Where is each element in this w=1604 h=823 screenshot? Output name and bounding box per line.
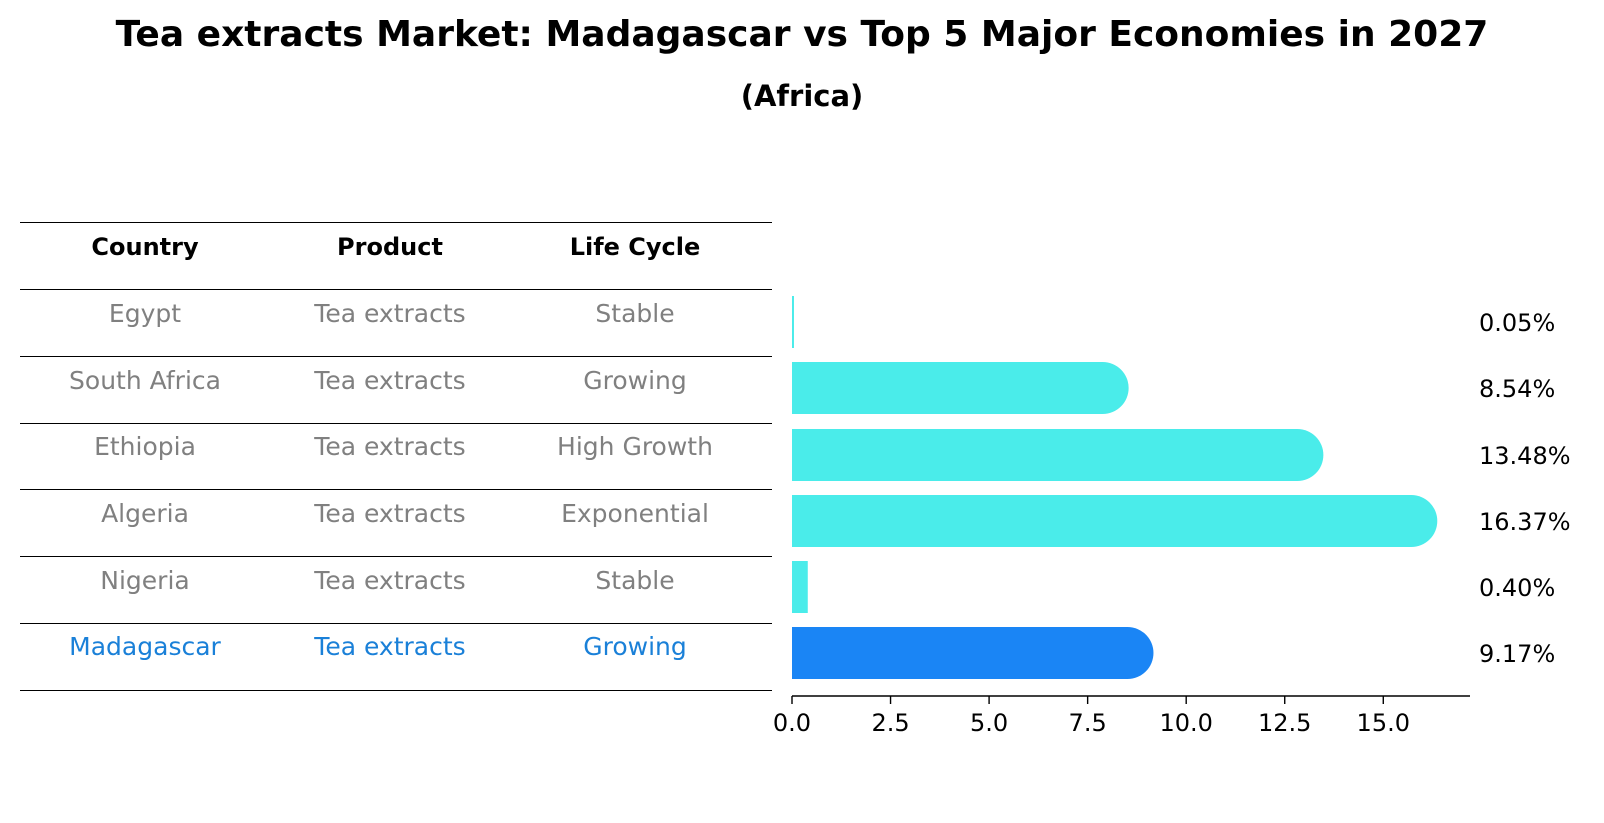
row-south-africa-product: Tea extracts bbox=[314, 366, 466, 395]
value-label-madagascar: 9.17% bbox=[1479, 640, 1555, 668]
table-row-rule bbox=[20, 489, 772, 490]
header-life-cycle: Life Cycle bbox=[569, 233, 701, 261]
table-row-rule bbox=[20, 556, 772, 557]
x-tick-label: 10.0 bbox=[1159, 709, 1212, 737]
row-madagascar-country: Madagascar bbox=[69, 632, 221, 661]
row-nigeria-product: Tea extracts bbox=[314, 566, 466, 595]
row-egypt-country: Egypt bbox=[108, 299, 182, 328]
bar-madagascar bbox=[792, 627, 1154, 679]
bar-egypt bbox=[792, 296, 794, 348]
table-header-rule bbox=[20, 289, 772, 290]
row-algeria-life-cycle: Exponential bbox=[561, 499, 709, 528]
bar-south-africa bbox=[792, 362, 1129, 414]
header-product: Product bbox=[337, 233, 443, 261]
table-top-rule bbox=[20, 222, 772, 223]
bar-algeria bbox=[792, 495, 1438, 547]
row-ethiopia-product: Tea extracts bbox=[314, 432, 466, 461]
bar-ethiopia bbox=[792, 429, 1324, 481]
row-ethiopia-country: Ethiopia bbox=[94, 432, 196, 461]
row-south-africa-life-cycle: Growing bbox=[583, 366, 687, 395]
row-nigeria-life-cycle: Stable bbox=[595, 566, 675, 595]
table-bottom-rule bbox=[20, 690, 772, 691]
row-madagascar-product: Tea extracts bbox=[314, 632, 466, 661]
row-algeria-country: Algeria bbox=[101, 499, 189, 528]
bar-nigeria bbox=[792, 561, 808, 613]
table-row-rule bbox=[20, 423, 772, 424]
value-label-nigeria: 0.40% bbox=[1479, 574, 1555, 602]
x-tick-label: 5.0 bbox=[970, 709, 1008, 737]
x-tick-label: 2.5 bbox=[871, 709, 909, 737]
x-tick-label: 15.0 bbox=[1357, 709, 1410, 737]
chart-title: Tea extracts Market: Madagascar vs Top 5… bbox=[115, 14, 1489, 55]
row-south-africa-country: South Africa bbox=[69, 366, 221, 395]
row-egypt-product: Tea extracts bbox=[314, 299, 466, 328]
value-label-algeria: 16.37% bbox=[1479, 508, 1571, 536]
x-tick-label: 7.5 bbox=[1069, 709, 1107, 737]
header-country: Country bbox=[91, 233, 199, 261]
row-egypt-life-cycle: Stable bbox=[595, 299, 675, 328]
table-row-rule bbox=[20, 623, 772, 624]
row-madagascar-life-cycle: Growing bbox=[583, 632, 687, 661]
value-label-ethiopia: 13.48% bbox=[1479, 442, 1571, 470]
row-algeria-product: Tea extracts bbox=[314, 499, 466, 528]
x-tick-label: 12.5 bbox=[1258, 709, 1311, 737]
value-label-egypt: 0.05% bbox=[1479, 309, 1555, 337]
value-label-south-africa: 8.54% bbox=[1479, 375, 1555, 403]
table-row-rule bbox=[20, 356, 772, 357]
chart-subtitle: (Africa) bbox=[740, 79, 864, 113]
row-ethiopia-life-cycle: High Growth bbox=[557, 432, 713, 461]
x-tick-label: 0.0 bbox=[773, 709, 811, 737]
row-nigeria-country: Nigeria bbox=[100, 566, 190, 595]
